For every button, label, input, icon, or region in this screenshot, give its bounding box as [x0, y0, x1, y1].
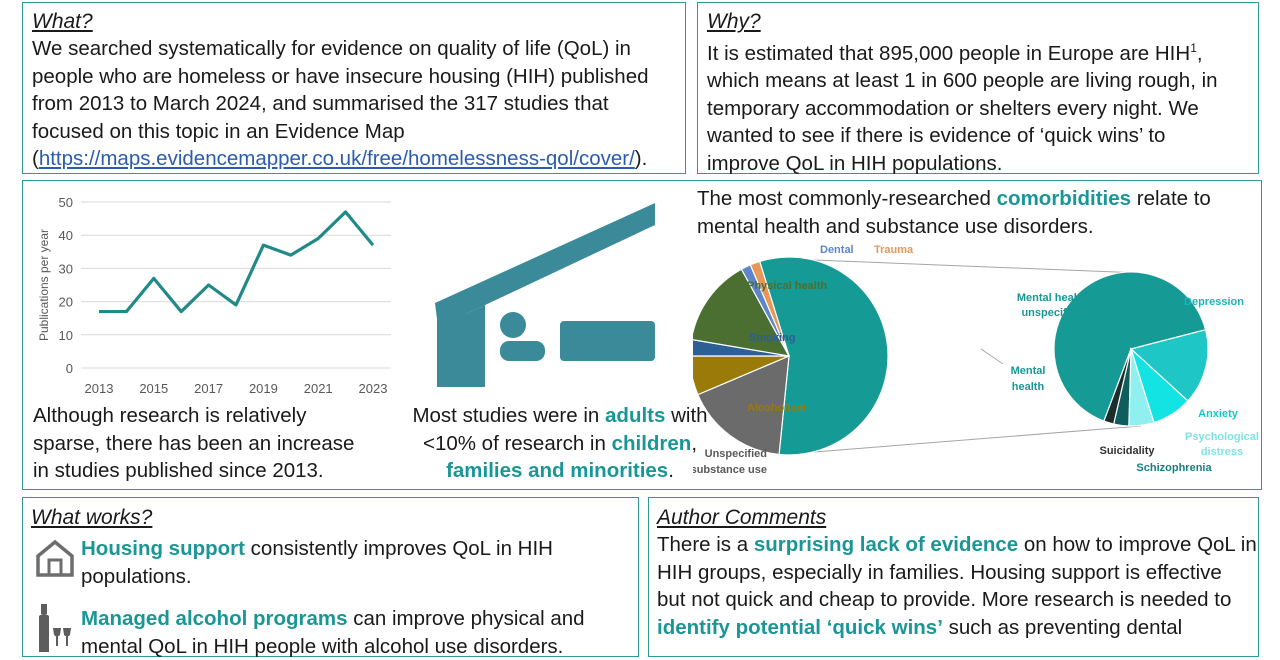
y-tick-label: 50	[59, 195, 73, 210]
what-panel: What? We searched systematically for evi…	[22, 2, 686, 174]
what-text: We searched systematically for evidence …	[32, 35, 649, 173]
publications-trend-chart: 0 10 20 30 40 50 2013 2015 2017 2019 2021 2023 Publi…	[23, 181, 403, 401]
x-tick-label: 2013	[85, 381, 114, 396]
trend-caption: Although research is relatively sparse, …	[33, 402, 354, 485]
schizophrenia-label: Schizophrenia	[1136, 462, 1212, 474]
shelter-bed-icon	[433, 201, 663, 391]
smoking-label: Smoking	[749, 332, 795, 344]
x-tick-label: 2023	[359, 381, 388, 396]
what-title: What?	[32, 9, 649, 35]
comorbidities-heading: The most commonly-researched comorbiditi…	[697, 185, 1211, 240]
findings-panel: 0 10 20 30 40 50 2013 2015 2017 2019 2021 2023 Publi…	[22, 180, 1262, 490]
dental-label: Dental	[820, 244, 854, 256]
population-text: Most studies were in adults with <10% of…	[401, 402, 719, 485]
connector-line	[814, 426, 1141, 452]
why-text: It is estimated that 895,000 people in E…	[707, 35, 1218, 177]
author-comments-panel: Author Comments There is a surprising la…	[648, 497, 1259, 657]
physical-health-label: Physical health	[747, 280, 827, 292]
anxiety-label: Anxiety	[1198, 408, 1239, 420]
y-tick-label: 0	[66, 361, 73, 376]
why-panel: Why? It is estimated that 895,000 people…	[697, 2, 1259, 174]
why-title: Why?	[707, 9, 1218, 35]
author-comments-title: Author Comments	[657, 505, 1257, 531]
evidence-map-link[interactable]: https://maps.evidencemapper.co.uk/free/h…	[39, 147, 635, 170]
alcoholism-label: Alcoholism	[747, 402, 807, 414]
housing-support-item: Housing support consistently improves Qo…	[81, 535, 553, 590]
alcohol-bottle-icon	[35, 602, 75, 652]
publications-series-line	[99, 212, 373, 312]
author-comments-text: There is a surprising lack of evidence o…	[657, 531, 1257, 641]
y-tick-label: 30	[59, 261, 73, 276]
suicidality-label: Suicidality	[1099, 445, 1155, 457]
x-tick-label: 2015	[139, 381, 168, 396]
trauma-label: Trauma	[874, 244, 914, 256]
y-tick-label: 40	[59, 228, 73, 243]
y-tick-label: 10	[59, 328, 73, 343]
what-works-panel: What works? Housing support consistently…	[22, 497, 639, 657]
depression-label: Depression	[1184, 296, 1244, 308]
x-tick-label: 2017	[194, 381, 223, 396]
x-tick-label: 2021	[304, 381, 333, 396]
what-works-title: What works?	[31, 505, 152, 531]
managed-alcohol-item: Managed alcohol programs can improve phy…	[81, 605, 585, 660]
y-tick-label: 20	[59, 295, 73, 310]
label-leader-line	[981, 349, 1003, 364]
x-tick-label: 2019	[249, 381, 278, 396]
house-icon	[35, 538, 75, 578]
connector-line	[814, 260, 1141, 273]
y-axis-label: Publications per year	[37, 229, 51, 341]
